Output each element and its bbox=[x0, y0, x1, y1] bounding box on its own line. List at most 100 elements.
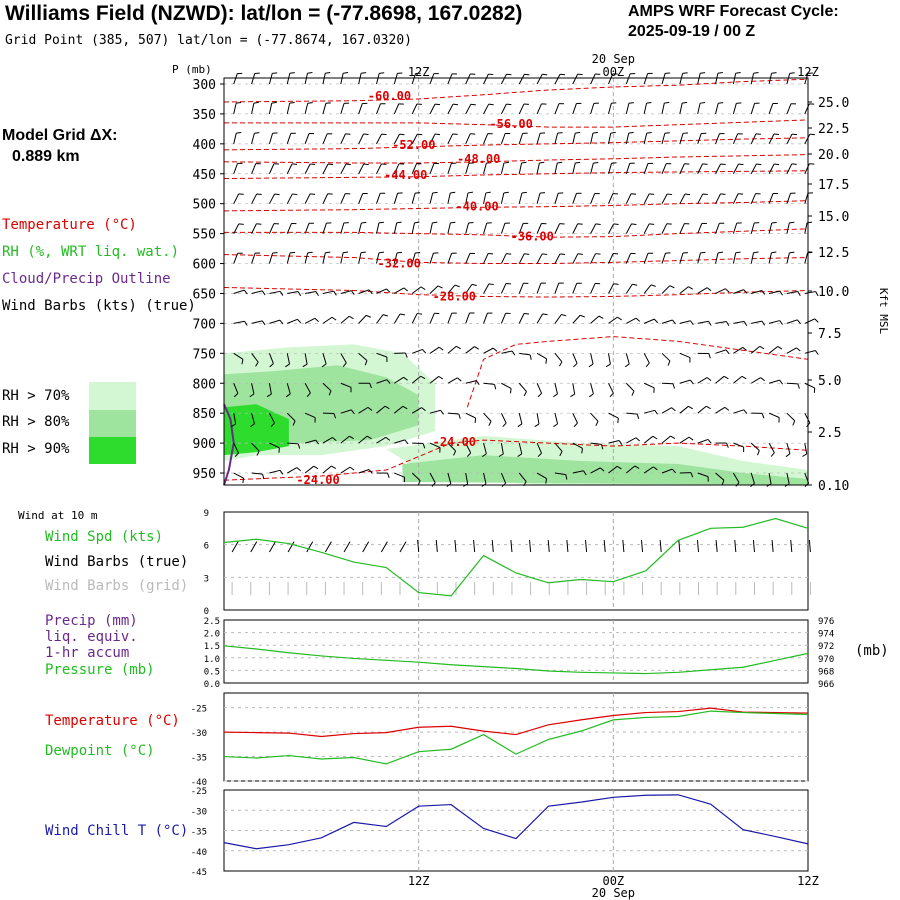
wind-barb-flag bbox=[649, 223, 655, 225]
wind-barb bbox=[304, 465, 315, 474]
model-grid-label: Model Grid ΔX: bbox=[2, 127, 118, 144]
wind-barb bbox=[536, 162, 540, 174]
wind-barb-flag bbox=[458, 413, 461, 419]
legend-wind-barbs: Wind Barbs (kts) (true) bbox=[2, 298, 196, 314]
wind-barb-flag bbox=[432, 221, 438, 224]
wind-barb bbox=[268, 383, 272, 395]
wind-barb bbox=[251, 442, 260, 452]
wind-barb bbox=[572, 470, 584, 474]
wind-barb-flag bbox=[700, 101, 706, 104]
wind-barb bbox=[732, 193, 739, 204]
wind-barb bbox=[536, 192, 541, 204]
wind-barb bbox=[661, 407, 672, 414]
wind-barb bbox=[590, 383, 594, 395]
wind-barb bbox=[376, 436, 387, 444]
wind-barb bbox=[679, 405, 689, 414]
wind-barb bbox=[376, 133, 383, 145]
wind-barb bbox=[268, 73, 273, 85]
rh-region-90 bbox=[224, 404, 289, 456]
wind-barb bbox=[358, 289, 370, 294]
wind-barb-flag bbox=[664, 101, 670, 104]
wind-barb-flag bbox=[559, 361, 563, 367]
wind-barb bbox=[733, 320, 745, 324]
wind-barb bbox=[697, 287, 708, 294]
wind-barb-flag bbox=[450, 221, 456, 224]
wind-barb bbox=[679, 103, 683, 115]
wind-barb bbox=[804, 103, 810, 115]
wind-barb-flag bbox=[261, 320, 266, 326]
wind-barb-flag bbox=[743, 289, 748, 294]
windchill-panel-frame bbox=[223, 789, 809, 872]
wind-barb bbox=[518, 413, 523, 424]
wind-barb bbox=[625, 353, 630, 365]
legend-rh90-swatch bbox=[89, 437, 136, 464]
wind-barb bbox=[733, 347, 743, 354]
wind-barb bbox=[607, 103, 612, 115]
wind-barb-flag bbox=[738, 163, 744, 166]
wind-barb-flag bbox=[688, 286, 694, 290]
wind-barb-flag bbox=[573, 363, 578, 368]
wind-barb-true bbox=[250, 541, 258, 553]
wind-barb-flag bbox=[307, 102, 313, 104]
wind-barb bbox=[500, 133, 506, 145]
wind-barb bbox=[233, 253, 239, 264]
pressure-tick-label: 800 bbox=[193, 377, 216, 392]
wind-barb bbox=[233, 103, 237, 115]
wind-barb-flag bbox=[434, 133, 441, 136]
wind-barb bbox=[572, 133, 576, 144]
wind-barb bbox=[411, 375, 421, 384]
wind-barb-flag bbox=[735, 71, 741, 74]
wind-barb-flag bbox=[613, 223, 619, 226]
wind-barb-flag bbox=[368, 289, 373, 294]
wind-barb bbox=[554, 253, 561, 264]
pressure-tick-label: 850 bbox=[193, 407, 216, 422]
wind-barb bbox=[411, 103, 418, 115]
legend-rh80-swatch bbox=[89, 410, 136, 437]
wind-barb bbox=[268, 163, 275, 174]
wind-barb-true bbox=[566, 540, 569, 553]
forecast-cycle-value: 2025-09-19 / 00 Z bbox=[628, 23, 756, 40]
wind-barb bbox=[679, 379, 691, 384]
wind-barb bbox=[697, 133, 702, 145]
wind-barb bbox=[804, 163, 810, 174]
legend-rh: RH (%, WRT liq. wat.) bbox=[2, 244, 180, 260]
wind-barb bbox=[305, 291, 317, 294]
wind-barb bbox=[518, 223, 524, 234]
wind-barb bbox=[804, 382, 815, 389]
wind-barb bbox=[483, 103, 490, 115]
pressure-tick-label-right: 970 bbox=[818, 655, 834, 665]
wind-barb bbox=[447, 103, 454, 115]
wind-barb bbox=[268, 252, 274, 264]
wind-barb-flag bbox=[524, 253, 530, 255]
wind-barb-flag bbox=[256, 450, 260, 456]
wind-barb-flag bbox=[617, 316, 622, 321]
wind-barb bbox=[233, 73, 238, 85]
wind-barb-flag bbox=[815, 291, 819, 297]
kft-tick-label: 0.10 bbox=[818, 479, 849, 494]
wind-barb bbox=[376, 163, 382, 174]
wind-barb bbox=[786, 347, 797, 354]
wind-barb bbox=[340, 193, 346, 204]
wind-barb bbox=[608, 465, 618, 474]
wind-barb bbox=[518, 382, 527, 392]
wind-barb bbox=[697, 163, 703, 174]
wind-barb bbox=[376, 252, 380, 264]
wind-barb bbox=[644, 409, 655, 414]
wind-barb-flag bbox=[438, 376, 444, 380]
wind-barb-flag bbox=[542, 253, 548, 255]
kft-tick-label: 7.5 bbox=[818, 327, 841, 342]
windchill-tick-label: -40 bbox=[191, 848, 207, 858]
wind-barb-flag bbox=[399, 313, 406, 316]
wind-barb bbox=[429, 376, 439, 384]
pressure-tick-label: 900 bbox=[193, 437, 216, 452]
wind-barb-flag bbox=[349, 435, 354, 440]
wind-barb-flag bbox=[718, 102, 724, 104]
wind-barb bbox=[269, 290, 281, 294]
wind-barb bbox=[483, 442, 487, 454]
wind-barb bbox=[643, 382, 655, 389]
wind-barb-flag bbox=[361, 72, 367, 74]
wind-barb-flag bbox=[417, 313, 423, 315]
wind-barb bbox=[322, 103, 327, 115]
wind-barb-flag bbox=[272, 72, 278, 74]
wind-barb bbox=[447, 133, 454, 145]
